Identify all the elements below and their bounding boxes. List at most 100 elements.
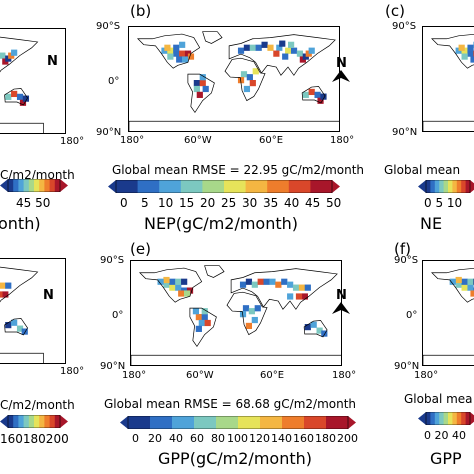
lat-tick-e-mid: 0° <box>112 310 124 321</box>
lon-tick-b-2: 60°E <box>259 135 284 146</box>
colorbar-segment <box>439 412 445 425</box>
grid-cell <box>239 311 247 318</box>
colorbar-segment <box>202 180 225 193</box>
grid-cell <box>169 284 176 291</box>
lat-tick-f-bottom: 90°N <box>394 361 420 372</box>
colorbar-border <box>127 416 349 429</box>
panel-e: (e) 90°S 0° 90°N N 180° 60°W 60°E 180° G… <box>92 240 374 474</box>
colorbar-b-tick: 40 <box>284 196 300 210</box>
grid-cell <box>16 325 24 332</box>
grid-cell <box>273 50 280 57</box>
colorbar-segment <box>288 180 311 193</box>
colorbar-segment <box>448 412 453 425</box>
lon-tick-a-right: 180° <box>60 136 85 147</box>
colorbar-segment <box>465 180 471 193</box>
var-label-e: GPP(gC/m2/month) <box>158 449 312 468</box>
colorbar-border <box>115 180 333 193</box>
colorbar-segment <box>8 415 14 428</box>
lat-tick-c-top: 90°S <box>392 21 417 32</box>
north-arrow-e-icon <box>332 302 350 314</box>
colorbar-d-ticks: 160180200 <box>0 432 69 446</box>
colorbar-segment <box>34 179 40 192</box>
coastline <box>204 265 225 278</box>
north-arrow-b: N <box>336 56 347 71</box>
map-f-svg <box>423 267 474 365</box>
grid-cell <box>11 90 18 98</box>
grid-cell <box>198 319 205 327</box>
map-d-svg <box>0 266 44 363</box>
grid-cell <box>11 319 18 326</box>
grid-cell <box>308 88 315 96</box>
lon-tick-b-1: 60°W <box>184 135 212 146</box>
grid-cell <box>182 56 189 63</box>
coastline <box>226 291 268 336</box>
grid-cell <box>242 305 250 312</box>
var-label-c: NE <box>420 214 443 233</box>
colorbar-b-tick: 5 <box>141 196 149 210</box>
coastline <box>431 33 474 69</box>
rmse-f-partial: Global mea <box>404 392 473 406</box>
grid-cell <box>455 281 462 288</box>
grid-cell <box>2 291 9 298</box>
grid-cell <box>204 319 211 327</box>
colorbar-e-ticks: 0 20 40 60 80 100 120 140 160 180 200 <box>130 432 370 446</box>
rmse-b: Global mean RMSE = 22.95 gC/m2/month <box>112 163 365 177</box>
lon-tick-b-3: 180° <box>330 135 355 146</box>
colorbar-segment <box>54 415 61 428</box>
grid-cell <box>246 74 253 81</box>
colorbar-b-tick: 0 <box>120 196 128 210</box>
colorbar-segment <box>44 179 51 192</box>
colorbar-segment <box>310 180 333 193</box>
grid-cell <box>201 308 208 315</box>
map-d <box>0 258 66 364</box>
north-arrow-b-icon <box>332 70 350 82</box>
colorbar-segment <box>44 415 51 428</box>
grid-cell <box>470 56 474 63</box>
colorbar-segment <box>326 416 349 429</box>
panel-letter-e: (e) <box>130 240 151 258</box>
lon-tick-e-1: 60°W <box>186 370 214 381</box>
colorbar-segment <box>461 412 467 425</box>
colorbar-segment <box>39 415 45 428</box>
colorbar-segment <box>28 415 35 428</box>
map-c <box>422 26 474 132</box>
map-c-svg <box>423 33 474 131</box>
colorbar-f <box>418 412 474 425</box>
grid-cell <box>449 278 456 285</box>
lon-tick-e-3: 180° <box>332 370 357 381</box>
coastline <box>189 307 217 348</box>
grid-cell <box>467 50 474 57</box>
grid-cell <box>267 44 274 51</box>
colorbar-segment <box>434 180 440 193</box>
panel-letter-f: (f) <box>394 240 411 258</box>
north-arrow-e: N <box>336 288 347 303</box>
colorbar-border <box>7 415 61 428</box>
colorbar-segment <box>49 415 56 428</box>
grid-cell <box>240 71 248 78</box>
coastline <box>228 34 336 76</box>
grid-cell <box>461 278 468 285</box>
colorbar-segment <box>426 180 431 193</box>
grid-cell <box>245 322 253 330</box>
coastline <box>129 120 339 131</box>
lat-tick-f-top: 90°S <box>394 255 419 266</box>
colorbar-b-tick: 15 <box>179 196 195 210</box>
colorbar-segment <box>443 180 449 193</box>
colorbar-segment <box>49 179 56 192</box>
colorbar-segment <box>23 415 30 428</box>
coastline <box>0 352 44 363</box>
map-b-svg <box>129 31 339 131</box>
colorbar-segment <box>426 412 431 425</box>
grid-cell <box>249 80 256 87</box>
var-label-f: GPP <box>430 449 462 468</box>
colorbar-segment <box>304 416 327 429</box>
colorbar-b-tick: 25 <box>221 196 237 210</box>
colorbar-segment <box>238 416 261 429</box>
grid-cell <box>287 293 294 300</box>
grid-cell <box>187 53 195 60</box>
grid-cell <box>314 91 321 98</box>
grid-cell <box>16 93 24 100</box>
colorbar-segment <box>434 412 440 425</box>
grid-cell <box>179 41 186 48</box>
colorbar-segment <box>452 180 458 193</box>
